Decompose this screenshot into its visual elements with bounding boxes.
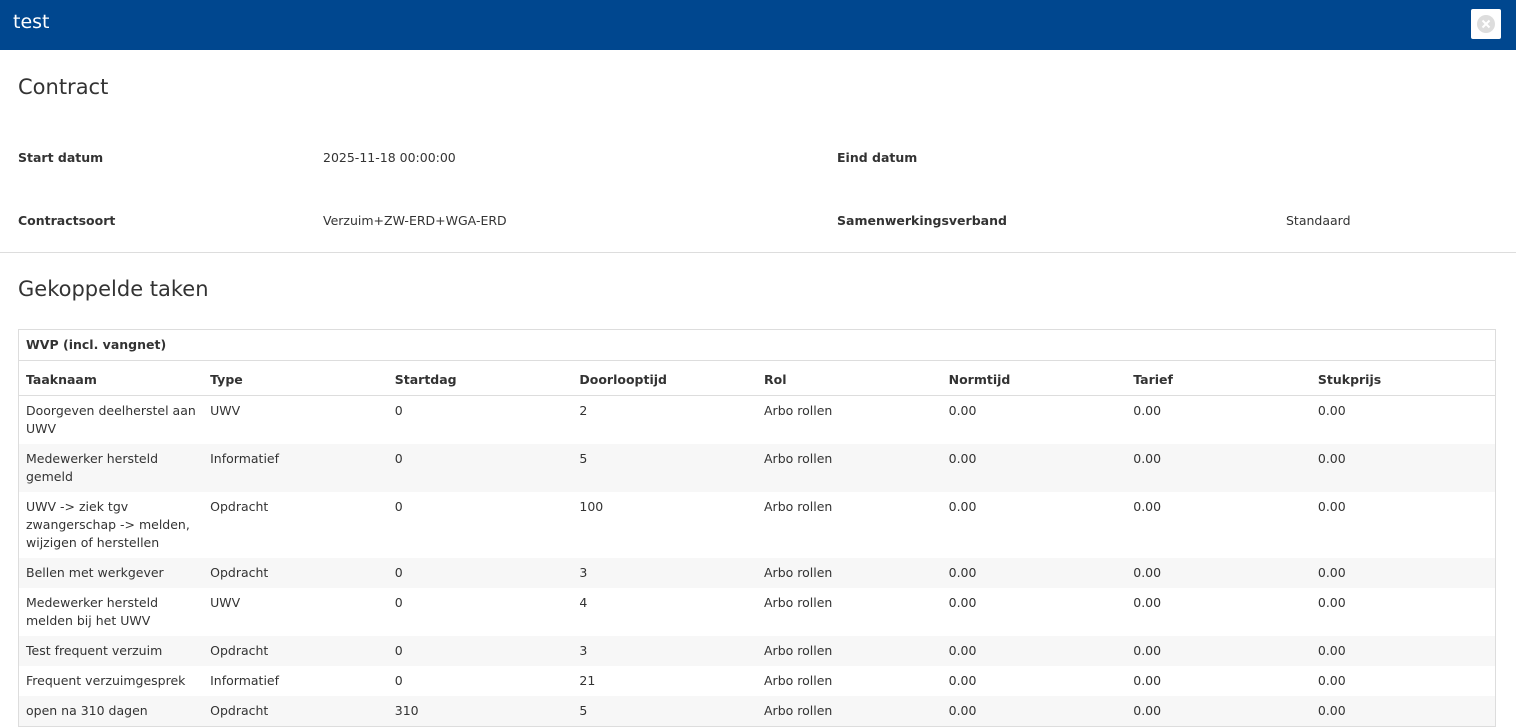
cell: Arbo rollen — [764, 403, 833, 418]
cell: 0.00 — [1133, 595, 1162, 610]
tasks-table: WVP (incl. vangnet) Taaknaam Type Startdag… — [18, 329, 1496, 727]
cell: 0.00 — [1133, 451, 1162, 466]
cell: 0.00 — [948, 451, 977, 466]
cell: Arbo rollen — [764, 565, 833, 580]
header-title: test — [13, 11, 50, 33]
cell: Opdracht — [210, 643, 269, 658]
section-title: Contract — [18, 75, 109, 99]
cell: 3 — [579, 643, 588, 658]
section-title: Gekoppelde taken — [18, 277, 209, 301]
cell: Arbo rollen — [764, 451, 833, 466]
cell: 0.00 — [948, 703, 977, 718]
column-header: Tarief — [1126, 360, 1311, 396]
cell: 0.00 — [1317, 499, 1346, 514]
cell: 5 — [579, 451, 588, 466]
cell: 100 — [579, 499, 604, 514]
cell: Arbo rollen — [764, 643, 833, 658]
column-header: Taaknaam — [18, 360, 204, 396]
header-row: Taaknaam Type Startdag Doorlooptijd Rol Normt… — [18, 360, 1496, 396]
cell: Informatief — [210, 451, 280, 466]
cell: 0.00 — [1317, 595, 1346, 610]
task-row: Test frequent verzuim Opdracht 0 3 Arbo roll… — [18, 636, 1496, 666]
cell: open na 310 dagen — [26, 703, 148, 718]
cell: Doorgeven deelherstel aan UWV — [26, 403, 196, 436]
task-row: Doorgeven deelherstel aan UWV UWV 0 2 Arbo r… — [19, 396, 1496, 445]
cell: Opdracht — [210, 703, 269, 718]
close-button[interactable] — [1471, 9, 1501, 39]
cell: 21 — [579, 673, 596, 688]
field-label: Eind datum — [837, 150, 918, 165]
column-header: Stukprijs — [1310, 360, 1496, 396]
cell: 0 — [394, 643, 403, 658]
group-row: WVP (incl. vangnet) — [18, 329, 1496, 361]
cell: 5 — [579, 703, 588, 718]
cell: 0.00 — [1317, 451, 1346, 466]
cell: 0.00 — [1133, 703, 1162, 718]
column-header: Doorlooptijd — [572, 360, 757, 396]
cell: 0.00 — [1133, 565, 1162, 580]
cell: UWV — [210, 595, 241, 610]
cell: 0 — [394, 499, 403, 514]
column-header: Startdag — [387, 360, 573, 396]
cell: 0.00 — [1133, 673, 1162, 688]
column-header: Normtijd — [941, 360, 1127, 396]
task-row: Medewerker hersteld gemeld Informatief 0 5 A… — [18, 444, 1496, 492]
cell: 0.00 — [1317, 565, 1346, 580]
field-value: Verzuim+ZW-ERD+WGA-ERD — [323, 213, 507, 228]
cell: Arbo rollen — [764, 499, 833, 514]
task-row: Medewerker hersteld melden bij het UWV UW… — [19, 588, 1496, 636]
cell: 2 — [579, 403, 588, 418]
cell: 0.00 — [948, 565, 977, 580]
cell: Informatief — [210, 673, 280, 688]
cell: 0.00 — [948, 673, 977, 688]
divider — [0, 252, 1516, 253]
field-label: Start datum — [18, 150, 104, 165]
task-row: open na 310 dagen Opdracht 310 5 Arbo rollen… — [18, 696, 1496, 727]
cell: 0 — [394, 565, 403, 580]
cell: 3 — [579, 565, 588, 580]
cell: Medewerker hersteld melden bij het UWV — [26, 595, 159, 628]
cell: 310 — [394, 703, 419, 718]
close-icon — [1477, 15, 1495, 33]
cell: 0.00 — [1133, 403, 1162, 418]
cell: 0.00 — [1317, 403, 1346, 418]
cell: 0 — [394, 403, 403, 418]
cell: 0 — [394, 673, 403, 688]
column-header: Type — [203, 360, 388, 396]
cell: Frequent verzuimgesprek — [26, 673, 186, 688]
cell: 0.00 — [948, 595, 977, 610]
cell: 0.00 — [1317, 673, 1346, 688]
task-row: Bellen met werkgever Opdracht 0 3 Arbo rolle… — [18, 558, 1496, 588]
task-row: Frequent verzuimgesprek Informatief 0 21 Arb… — [19, 666, 1496, 696]
cell: 0.00 — [948, 403, 977, 418]
cell: Opdracht — [210, 565, 269, 580]
field-label: Samenwerkingsverband — [837, 213, 1007, 228]
cell: Arbo rollen — [764, 703, 833, 718]
cell: Medewerker hersteld gemeld — [26, 451, 159, 484]
cell: 0.00 — [1133, 643, 1162, 658]
cell: Arbo rollen — [764, 673, 833, 688]
cell: 0 — [394, 595, 403, 610]
cell: 0 — [394, 451, 403, 466]
cell: Test frequent verzuim — [26, 643, 163, 658]
cell: 0.00 — [948, 643, 977, 658]
cell: UWV -> ziek tgv zwangerschap -> melden, … — [26, 499, 190, 550]
cell: 0.00 — [1317, 643, 1346, 658]
field-label: Contractsoort — [18, 213, 116, 228]
group-title: WVP (incl. vangnet) — [18, 329, 1496, 361]
cell: Bellen met werkgever — [26, 565, 164, 580]
cell: Arbo rollen — [764, 595, 833, 610]
task-row: UWV -> ziek tgv zwangerschap -> melden, … — [19, 492, 1496, 558]
cell: UWV — [210, 403, 241, 418]
field-value: 2025-11-18 00:00:00 — [323, 150, 456, 165]
field-value: Standaard — [1286, 213, 1351, 228]
cell: 4 — [579, 595, 588, 610]
cell: 0.00 — [1133, 499, 1162, 514]
column-header: Rol — [757, 360, 942, 396]
cell: 0.00 — [948, 499, 977, 514]
header: test — [0, 0, 1516, 50]
cell: 0.00 — [1317, 703, 1346, 718]
cell: Opdracht — [210, 499, 269, 514]
